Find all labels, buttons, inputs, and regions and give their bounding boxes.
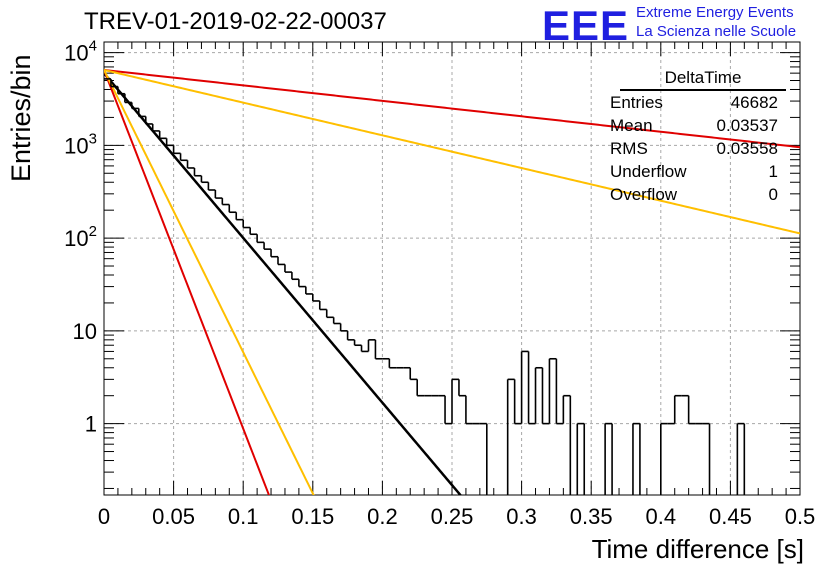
x-tick-label: 0.4 bbox=[646, 504, 677, 529]
x-tick-label: 0.2 bbox=[367, 504, 398, 529]
logo-line-2: La Scienza nelle Scuole bbox=[636, 23, 797, 40]
stats-label: Mean bbox=[610, 116, 653, 135]
stats-value: 46682 bbox=[730, 93, 778, 112]
stats-label: Entries bbox=[610, 93, 663, 112]
stats-value: 0 bbox=[768, 185, 778, 204]
y-tick-label: 103 bbox=[64, 130, 97, 158]
stats-title: DeltaTime bbox=[620, 68, 786, 91]
fit-curve-4 bbox=[104, 68, 800, 149]
fit-curve-2 bbox=[104, 69, 271, 495]
fit-curves bbox=[104, 68, 800, 495]
x-tick-label: 0.25 bbox=[431, 504, 474, 529]
stats-label: Underflow bbox=[610, 162, 687, 181]
stats-row-underflow: Underflow 1 bbox=[610, 160, 778, 183]
fit-curve-3 bbox=[104, 69, 315, 495]
x-tick-label: 0.45 bbox=[709, 504, 752, 529]
y-tick-exponent: 3 bbox=[89, 130, 97, 147]
x-tick-label: 0.05 bbox=[152, 504, 195, 529]
stats-value: 0.03537 bbox=[716, 116, 778, 135]
y-tick-exponent: 2 bbox=[89, 223, 97, 240]
y-tick-label: 1 bbox=[85, 412, 97, 437]
x-tick-label: 0 bbox=[98, 504, 110, 529]
y-tick-label: 102 bbox=[64, 223, 97, 251]
histogram bbox=[104, 78, 746, 495]
y-tick-label: 10 bbox=[73, 319, 97, 344]
stats-row-mean: Mean 0.03537 bbox=[610, 114, 778, 137]
stats-row-entries: Entries 46682 bbox=[610, 91, 778, 114]
stats-label: Overflow bbox=[610, 185, 678, 204]
stats-value: 0.03558 bbox=[716, 139, 778, 158]
y-tick-labels: 1 10 102 103 104 bbox=[64, 38, 97, 437]
x-tick-label: 0.15 bbox=[291, 504, 334, 529]
logo-line-1: Extreme Energy Events bbox=[636, 4, 794, 21]
x-tick-labels: 0 0.05 0.1 0.15 0.2 0.25 0.3 0.35 0.4 0.45 0.5 bbox=[98, 504, 815, 529]
fit-curve-5 bbox=[104, 68, 800, 235]
stats-box: DeltaTime Entries 46682 Mean 0.03537 RMS… bbox=[610, 68, 786, 206]
stats-label: RMS bbox=[610, 139, 648, 158]
x-tick-label: 0.35 bbox=[570, 504, 613, 529]
x-axis-label: Time difference [s] bbox=[591, 534, 804, 564]
y-axis-label: Entries/bin bbox=[6, 54, 36, 182]
stats-row-overflow: Overflow 0 bbox=[610, 183, 778, 206]
x-tick-label: 0.5 bbox=[785, 504, 816, 529]
y-tick-label: 104 bbox=[64, 38, 97, 66]
fit-curve-1 bbox=[104, 72, 463, 495]
chart-title: TREV-01-2019-02-22-00037 bbox=[84, 8, 387, 35]
x-tick-label: 0.3 bbox=[506, 504, 537, 529]
eee-logo: EEE bbox=[542, 2, 630, 49]
y-tick-exponent: 4 bbox=[89, 38, 97, 55]
stats-value: 1 bbox=[768, 162, 778, 181]
x-tick-label: 0.1 bbox=[228, 504, 259, 529]
stats-row-rms: RMS 0.03558 bbox=[610, 137, 778, 160]
axis-ticks bbox=[103, 42, 801, 495]
